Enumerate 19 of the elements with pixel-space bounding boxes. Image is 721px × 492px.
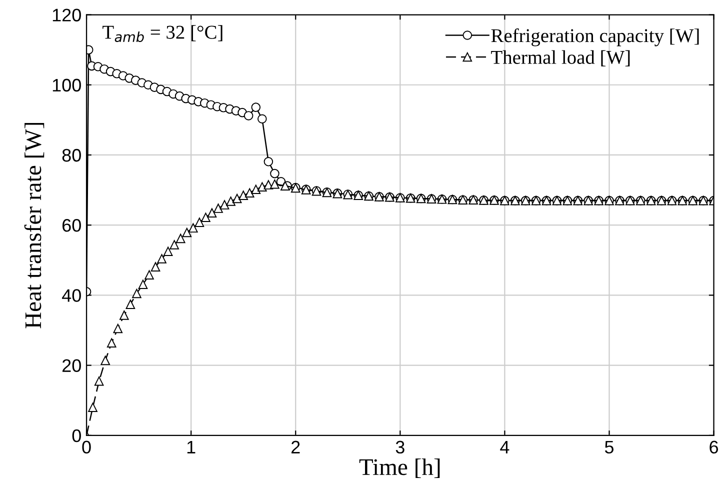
y-tick-label: 40 <box>62 289 81 302</box>
y-tick-label: 100 <box>52 78 81 92</box>
x-tick-label: 6 <box>710 440 718 454</box>
y-axis-title: Heat transfer rate [W] <box>24 122 44 328</box>
x-tick-label: 0 <box>82 440 91 454</box>
x-tick-label: 5 <box>604 440 614 454</box>
y-tick-label: 80 <box>62 148 81 162</box>
legend-label: Refrigeration capacity [W] <box>491 28 699 46</box>
x-tick-label: 4 <box>500 440 510 454</box>
y-tick-label: 120 <box>52 8 81 22</box>
legend-label: Thermal load [W] <box>491 50 630 66</box>
x-axis-title: Time [h] <box>359 458 440 478</box>
x-tick-label: 2 <box>292 440 300 454</box>
annotation: T$_{amb}$ = 32 [°C] <box>102 25 222 42</box>
x-tick-label: 3 <box>396 440 404 454</box>
y-tick-label: 0 <box>72 429 81 442</box>
x-tick-label: 1 <box>187 440 196 454</box>
y-tick-label: 60 <box>62 219 81 232</box>
y-tick-label: 20 <box>62 359 81 372</box>
